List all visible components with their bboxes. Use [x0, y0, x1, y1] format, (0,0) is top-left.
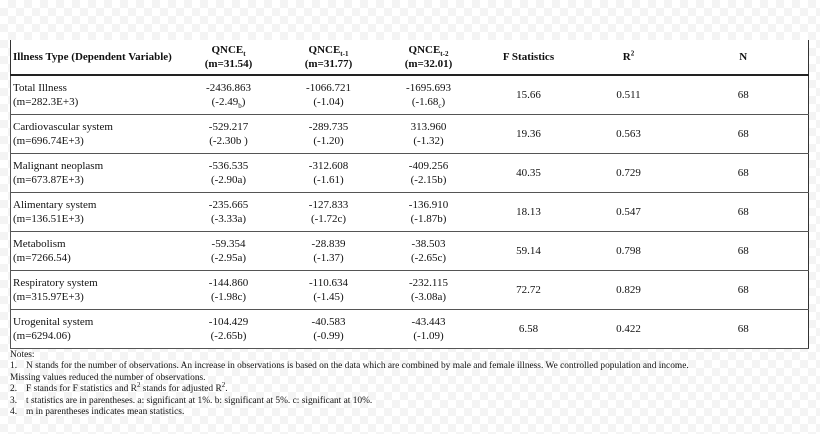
qnce-t2-cell: -1695.693 (-1.68c) [378, 75, 479, 115]
qnce-t1-cell: -127.833 (-1.72c) [278, 192, 379, 232]
qnce-t-cell: -59.354 (-2.95a) [178, 231, 279, 271]
f-statistic-cell: 15.66 [478, 75, 579, 115]
qnce-t-cell: -144.860 (-1.98c) [178, 270, 279, 310]
qnce-t1-cell: -289.735 (-1.20) [278, 114, 379, 154]
f-statistic-cell: 72.72 [478, 270, 579, 310]
note-2: 2. F stands for F statistics and R2 stand… [10, 381, 228, 395]
r-squared-cell: 0.829 [578, 270, 679, 310]
table-row: Malignant neoplasm (m=673.87E+3) -536.535(… [10, 153, 809, 193]
r-squared-cell: 0.798 [578, 231, 679, 271]
table-row: Total Illness (m=282.3E+3) -2436.863 (-2.49… [10, 75, 809, 115]
f-statistic-cell: 18.13 [478, 192, 579, 232]
qnce-t-cell: -529.217 (-2.30b ) [178, 114, 279, 154]
f-statistic-cell: 6.58 [478, 309, 579, 349]
n-cell: 68 [678, 192, 809, 232]
table-row: Urogenital system (m=6294.06) -104.429 (-2.… [10, 309, 809, 349]
header-n: N [678, 40, 809, 76]
regression-table-container: Illness Type (Dependent Variable) QNCEt … [10, 40, 809, 349]
illness-type-cell: Total Illness (m=282.3E+3) [10, 75, 179, 115]
qnce-t2-cell: -409.256 (-2.15b) [378, 153, 479, 193]
f-statistic-cell: 40.35 [478, 153, 579, 193]
n-cell: 68 [678, 270, 809, 310]
qnce-t1-cell: -1066.721 (-1.04) [278, 75, 379, 115]
qnce-t1-cell: -110.634 (-1.45) [278, 270, 379, 310]
qnce-t-cell: -536.535 (-2.90a) [178, 153, 279, 193]
table-row: Metabolism (m=7266.54) -59.354 (-2.95a) -28.… [10, 231, 809, 271]
r-squared-cell: 0.422 [578, 309, 679, 349]
n-cell: 68 [678, 75, 809, 115]
header-illness-type: Illness Type (Dependent Variable) [10, 40, 179, 76]
header-qnce-t2: QNCEt-2 (m=32.01) [378, 40, 479, 76]
header-row: Illness Type (Dependent Variable) QNCEt … [10, 40, 809, 76]
illness-type-cell: Malignant neoplasm (m=673.87E+3) [10, 153, 179, 193]
r-squared-cell: 0.563 [578, 114, 679, 154]
qnce-t-cell: -104.429 (-2.65b) [178, 309, 279, 349]
table-row: Cardiovascular system (m=696.74E+3) -529.2… [10, 114, 809, 154]
illness-type-cell: Alimentary system (m=136.51E+3) [10, 192, 179, 232]
n-cell: 68 [678, 231, 809, 271]
regression-table: Illness Type (Dependent Variable) QNCEt … [10, 40, 809, 349]
qnce-t-cell: -2436.863 (-2.49b) [178, 75, 279, 115]
header-qnce-t1: QNCEt-1 (m=31.77) [278, 40, 379, 76]
qnce-t2-cell: -232.115 (-3.08a) [378, 270, 479, 310]
f-statistic-cell: 19.36 [478, 114, 579, 154]
f-statistic-cell: 59.14 [478, 231, 579, 271]
r-squared-cell: 0.729 [578, 153, 679, 193]
header-r-squared: R2 [578, 40, 679, 76]
qnce-t2-cell: -136.910 (-1.87b) [378, 192, 479, 232]
qnce-t2-cell: -38.503 (-2.65c) [378, 231, 479, 271]
qnce-t1-cell: -312.608 (-1.61) [278, 153, 379, 193]
illness-type-cell: Respiratory system (m=315.97E+3) [10, 270, 179, 310]
r-squared-cell: 0.547 [578, 192, 679, 232]
illness-type-cell: Urogenital system (m=6294.06) [10, 309, 179, 349]
qnce-t-cell: -235.665 (-3.33a) [178, 192, 279, 232]
note-1: 1. N stands for the number of observation… [10, 361, 689, 372]
n-cell: 68 [678, 309, 809, 349]
illness-type-cell: Cardiovascular system (m=696.74E+3) [10, 114, 179, 154]
note-1-continued: Missing values reduced the number of obs… [10, 372, 206, 383]
qnce-t2-cell: -43.443 (-1.09) [378, 309, 479, 349]
header-qnce-t: QNCEt (m=31.54) [178, 40, 279, 76]
note-4: 4. m in parentheses indicates mean statis… [10, 407, 185, 418]
n-cell: 68 [678, 114, 809, 154]
table-row: Alimentary system (m=136.51E+3) -235.665 (-… [10, 192, 809, 232]
qnce-t1-cell: -40.583 (-0.99) [278, 309, 379, 349]
note-3: 3. t statistics are in parentheses. a: si… [10, 395, 373, 406]
qnce-t2-cell: 313.960 (-1.32) [378, 114, 479, 154]
n-cell: 68 [678, 153, 809, 193]
r-squared-cell: 0.511 [578, 75, 679, 115]
illness-type-cell: Metabolism (m=7266.54) [10, 231, 179, 271]
table-row: Respiratory system (m=315.97E+3) -144.860(… [10, 270, 809, 310]
header-f-statistics: F Statistics [478, 40, 579, 76]
notes-title: Notes: [10, 350, 35, 360]
table-notes: Notes: 1. N stands for the number of obse… [10, 350, 816, 418]
qnce-t1-cell: -28.839 (-1.37) [278, 231, 379, 271]
